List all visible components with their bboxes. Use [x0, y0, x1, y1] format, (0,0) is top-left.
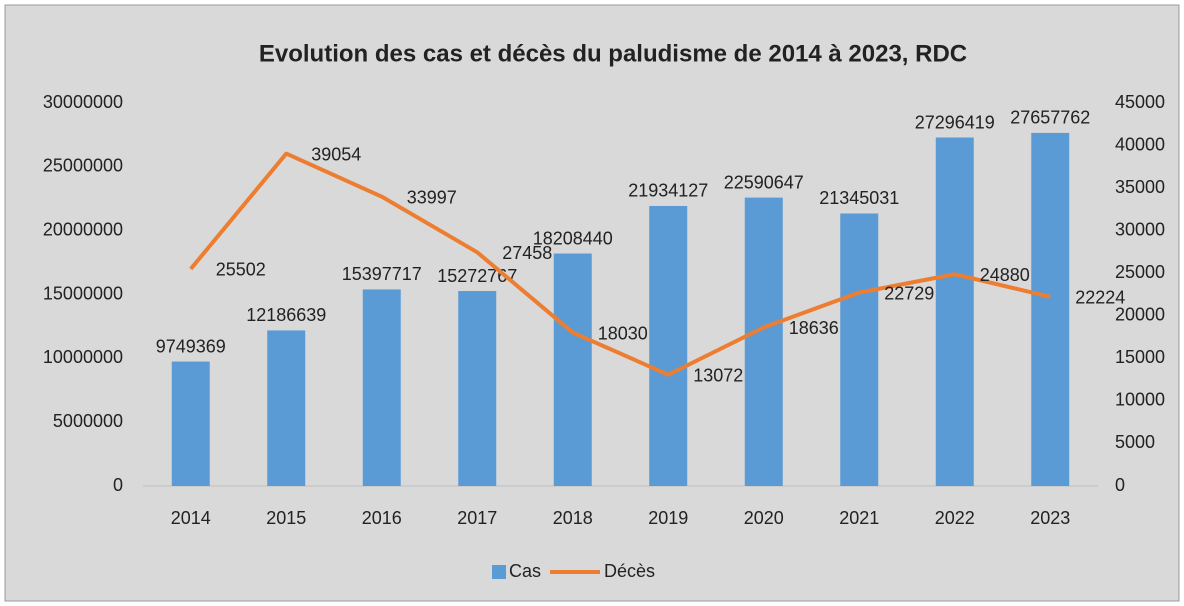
- bar-value-label: 9749369: [156, 336, 226, 356]
- x-tick-label: 2016: [362, 508, 402, 528]
- y-tick-label: 25000000: [43, 156, 123, 176]
- bar: [840, 213, 879, 486]
- bar-value-label: 21934127: [628, 181, 708, 201]
- y-tick-label: 0: [113, 475, 123, 495]
- y2-tick-label: 30000: [1115, 219, 1165, 239]
- line-value-label: 24880: [980, 265, 1030, 285]
- bar: [267, 330, 306, 486]
- y-tick-label: 20000000: [43, 219, 123, 239]
- y2-tick-label: 10000: [1115, 390, 1165, 410]
- y-tick-label: 30000000: [43, 92, 123, 112]
- bar: [553, 253, 592, 486]
- x-tick-label: 2023: [1030, 508, 1070, 528]
- chart-title: Evolution des cas et décès du paludisme …: [259, 40, 967, 67]
- bar: [458, 291, 497, 486]
- bar: [171, 361, 210, 486]
- x-tick-label: 2022: [935, 508, 975, 528]
- y2-tick-label: 25000: [1115, 262, 1165, 282]
- y2-tick-label: 40000: [1115, 134, 1165, 154]
- chart-background: [4, 4, 1180, 602]
- x-tick-label: 2014: [171, 508, 211, 528]
- y2-tick-label: 5000: [1115, 432, 1155, 452]
- bar-value-label: 27296419: [915, 112, 995, 132]
- x-tick-label: 2021: [839, 508, 879, 528]
- x-tick-label: 2017: [457, 508, 497, 528]
- line-value-label: 25502: [216, 260, 266, 280]
- legend-swatch: [492, 565, 506, 579]
- bar-value-label: 27657762: [1010, 108, 1090, 128]
- y2-tick-label: 45000: [1115, 92, 1165, 112]
- line-value-label: 27458: [502, 243, 552, 263]
- bar-value-label: 21345031: [819, 188, 899, 208]
- line-value-label: 18030: [598, 323, 648, 343]
- line-value-label: 22224: [1075, 288, 1125, 308]
- legend-label: Cas: [509, 561, 541, 581]
- bar-value-label: 15397717: [342, 264, 422, 284]
- x-tick-label: 2015: [266, 508, 306, 528]
- y-tick-label: 15000000: [43, 283, 123, 303]
- y-tick-label: 5000000: [53, 411, 123, 431]
- x-tick-label: 2018: [553, 508, 593, 528]
- x-tick-label: 2019: [648, 508, 688, 528]
- x-tick-label: 2020: [744, 508, 784, 528]
- bar: [744, 197, 783, 486]
- line-value-label: 22729: [884, 283, 934, 303]
- bar: [935, 137, 974, 486]
- line-value-label: 18636: [789, 318, 839, 338]
- y2-tick-label: 20000: [1115, 305, 1165, 325]
- bar-value-label: 12186639: [246, 305, 326, 325]
- line-value-label: 33997: [407, 187, 457, 207]
- line-value-label: 39054: [311, 144, 361, 164]
- bar: [649, 205, 688, 487]
- bar-value-label: 22590647: [724, 172, 804, 192]
- bar: [362, 289, 401, 486]
- y-tick-label: 10000000: [43, 347, 123, 367]
- bar-value-label: 18208440: [533, 228, 613, 248]
- y2-tick-label: 15000: [1115, 347, 1165, 367]
- y2-tick-label: 35000: [1115, 177, 1165, 197]
- line: [189, 151, 1051, 377]
- bar: [1031, 132, 1070, 486]
- y2-tick-label: 0: [1115, 475, 1125, 495]
- line-value-label: 13072: [693, 365, 743, 385]
- legend-label: Décès: [604, 561, 655, 581]
